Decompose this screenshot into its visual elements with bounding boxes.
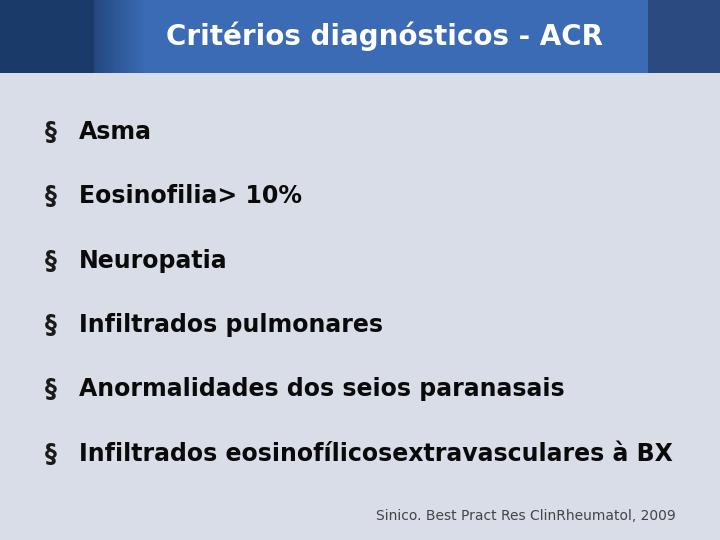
Bar (96, 0, 99, 73)
Text: Infiltrados pulmonares: Infiltrados pulmonares (79, 313, 383, 337)
Bar (648, 0, 720, 73)
Bar (104, 0, 107, 73)
Bar (139, 0, 142, 73)
Bar (94, 0, 96, 73)
Text: §: § (45, 442, 56, 466)
Text: Neuropatia: Neuropatia (79, 249, 228, 273)
Text: Critérios diagnósticos - ACR: Critérios diagnósticos - ACR (166, 22, 603, 51)
Bar (124, 0, 127, 73)
Bar (114, 0, 117, 73)
Bar (109, 0, 112, 73)
Bar (121, 0, 124, 73)
Text: Sinico. Best Pract Res ClinRheumatol, 2009: Sinico. Best Pract Res ClinRheumatol, 20… (376, 509, 675, 523)
Bar (119, 0, 121, 73)
Bar (127, 0, 129, 73)
Bar (0, 0, 720, 73)
Bar (107, 0, 109, 73)
Bar (101, 0, 104, 73)
Text: §: § (45, 377, 56, 401)
Text: Anormalidades dos seios paranasais: Anormalidades dos seios paranasais (79, 377, 564, 401)
Bar (117, 0, 119, 73)
Bar (134, 0, 137, 73)
Text: Eosinofilia> 10%: Eosinofilia> 10% (79, 185, 302, 208)
Text: §: § (45, 313, 56, 337)
Text: Asma: Asma (79, 120, 152, 144)
Text: §: § (45, 185, 56, 208)
Bar (99, 0, 101, 73)
Bar (137, 0, 139, 73)
Bar (0, 0, 94, 73)
Bar (132, 0, 134, 73)
Bar (129, 0, 132, 73)
Text: Infiltrados eosinofílicosextravasculares à BX: Infiltrados eosinofílicosextravasculares… (79, 442, 673, 466)
Text: §: § (45, 120, 56, 144)
Bar (111, 0, 114, 73)
Text: §: § (45, 249, 56, 273)
Bar (142, 0, 144, 73)
